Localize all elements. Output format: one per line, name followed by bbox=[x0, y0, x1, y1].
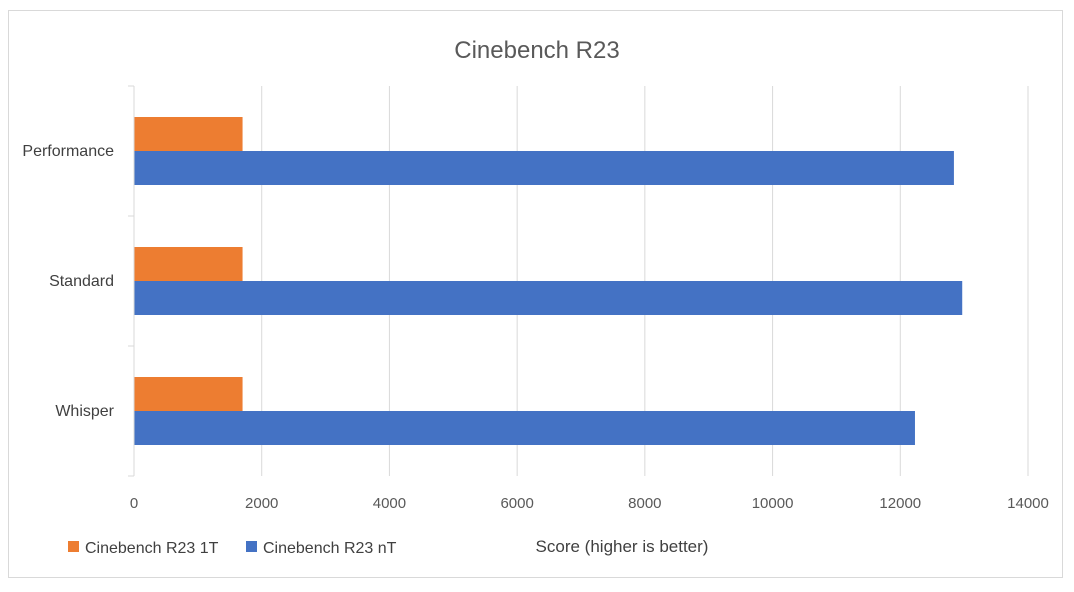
x-axis-title: Score (higher is better) bbox=[536, 537, 709, 556]
category-label: Standard bbox=[49, 273, 114, 290]
x-tick-label: 10000 bbox=[752, 495, 794, 512]
bars-layer bbox=[134, 117, 963, 445]
bar-nt-whisper bbox=[134, 411, 915, 445]
x-tick-label: 0 bbox=[130, 495, 138, 512]
legend-swatch-1t bbox=[68, 541, 79, 552]
axis-layer bbox=[128, 85, 135, 477]
x-tick-label: 8000 bbox=[628, 495, 661, 512]
bar-nt-standard bbox=[134, 281, 963, 315]
chart-title: Cinebench R23 bbox=[454, 37, 619, 64]
category-label-layer: Performance Standard Whisper bbox=[22, 143, 114, 420]
legend: Cinebench R23 1T Cinebench R23 nT bbox=[68, 540, 397, 557]
x-tick-label: 4000 bbox=[373, 495, 406, 512]
legend-label-1t: Cinebench R23 1T bbox=[85, 540, 219, 557]
x-tick-label: 6000 bbox=[500, 495, 533, 512]
x-tick-label: 12000 bbox=[879, 495, 921, 512]
x-tick-label: 14000 bbox=[1007, 495, 1049, 512]
bar-1t-standard bbox=[134, 247, 243, 281]
legend-swatch-nt bbox=[246, 541, 257, 552]
x-tick-label: 2000 bbox=[245, 495, 278, 512]
category-label: Performance bbox=[22, 143, 114, 160]
bar-1t-performance bbox=[134, 117, 243, 151]
legend-label-nt: Cinebench R23 nT bbox=[263, 540, 397, 557]
category-label: Whisper bbox=[55, 403, 114, 420]
tick-label-layer: 0 2000 4000 6000 8000 10000 12000 14000 bbox=[130, 495, 1049, 512]
bar-1t-whisper bbox=[134, 377, 243, 411]
bar-nt-performance bbox=[134, 151, 954, 185]
